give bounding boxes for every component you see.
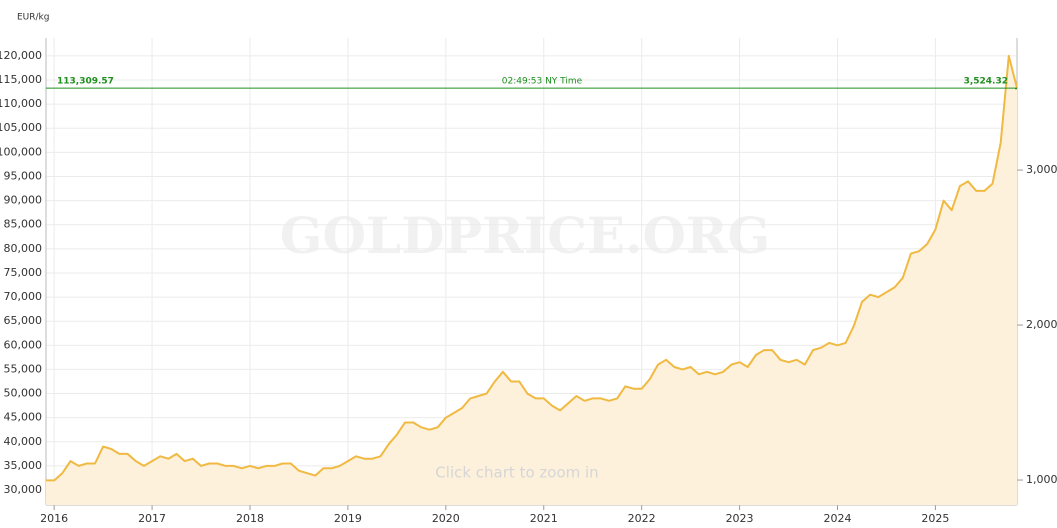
y-tick-label: 110,000 (0, 97, 42, 110)
y-tick-label: 50,000 (4, 387, 43, 400)
x-tick-label: 2020 (432, 512, 460, 525)
watermark: GOLDPRICE.ORG (280, 206, 770, 265)
y-tick-label: 90,000 (4, 194, 43, 207)
x-tick-label: 2017 (138, 512, 166, 525)
y-tick-label: 55,000 (4, 362, 43, 375)
y-tick-label: 75,000 (4, 266, 43, 279)
y-axis-label: EUR/kg (17, 13, 49, 23)
timestamp: 02:49:53 NY Time (502, 77, 583, 87)
y-tick-label: 105,000 (0, 121, 42, 134)
x-tick-label: 2023 (726, 512, 754, 525)
x-tick-label: 2024 (823, 512, 851, 525)
x-tick-label: 2022 (628, 512, 656, 525)
x-tick-label: 2018 (236, 512, 264, 525)
y-tick-label: 40,000 (4, 435, 43, 448)
y2-tick-label: 2,000 (1026, 318, 1057, 331)
y-tick-label: 65,000 (4, 314, 43, 327)
price-line (46, 54, 1018, 482)
y-tick-label: 85,000 (4, 218, 43, 231)
current-price-label: 113,309.57 (57, 77, 114, 87)
x-tick-label: 2016 (40, 512, 68, 525)
zoom-hint: Click chart to zoom in (435, 464, 598, 482)
x-tick-label: 2025 (921, 512, 949, 525)
y-tick-label: 70,000 (4, 290, 43, 303)
x-tick-label: 2021 (530, 512, 558, 525)
y2-tick-label: 3,000 (1026, 163, 1057, 176)
y2-tick-label: 1,000 (1026, 473, 1057, 486)
y-tick-label: 115,000 (0, 73, 42, 86)
y-tick-label: 80,000 (4, 242, 43, 255)
y-tick-label: 45,000 (4, 411, 43, 424)
y-tick-label: 60,000 (4, 338, 43, 351)
y-tick-label: 30,000 (4, 483, 43, 496)
x-tick-label: 2019 (334, 512, 362, 525)
area-fill (46, 55, 1017, 506)
y-tick-label: 35,000 (4, 459, 43, 472)
y-tick-label: 95,000 (4, 169, 43, 182)
current-price-y2-label: 3,524.32 (964, 77, 1008, 87)
y-tick-label: 120,000 (0, 49, 42, 62)
y-tick-label: 100,000 (0, 145, 42, 158)
